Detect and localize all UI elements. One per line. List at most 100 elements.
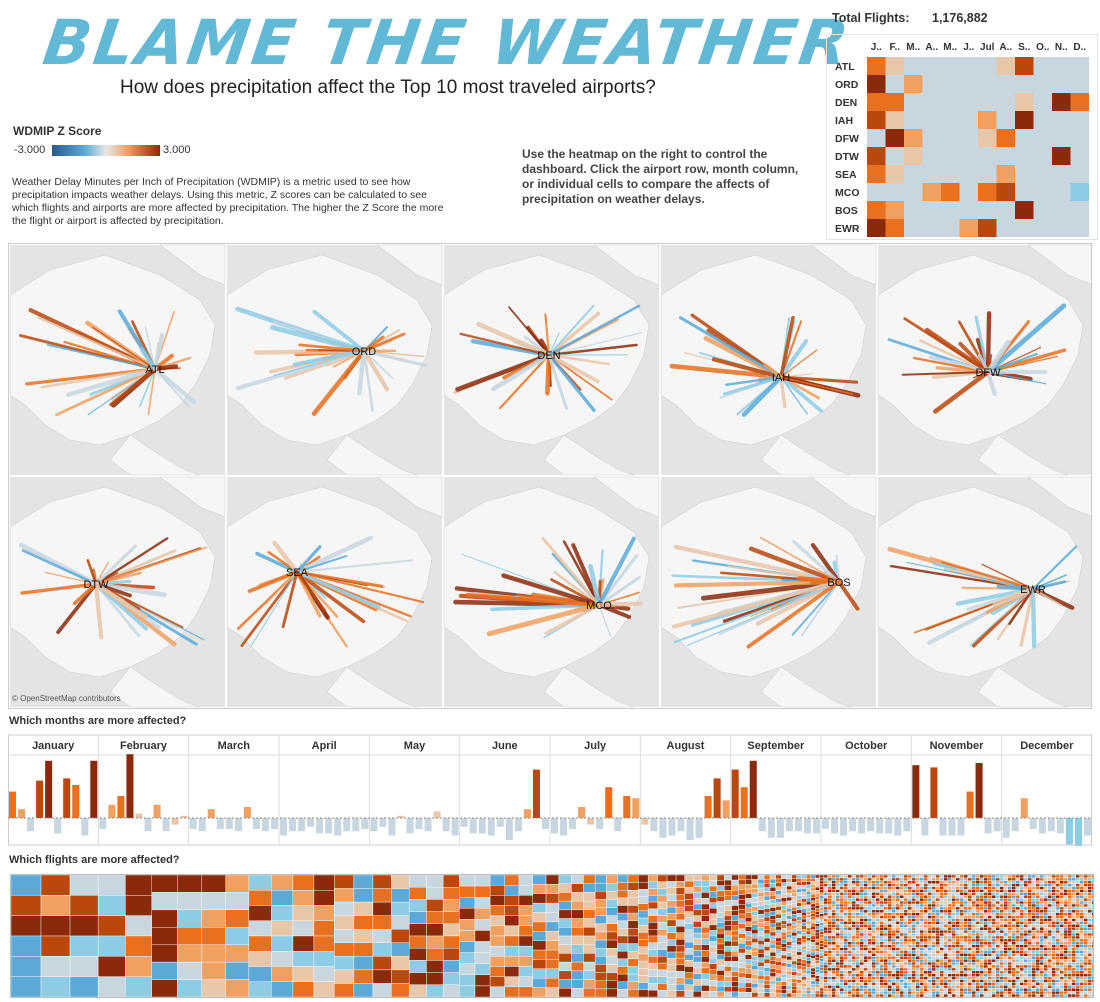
flight-cell[interactable] bbox=[828, 921, 832, 924]
flight-cell[interactable] bbox=[940, 892, 944, 895]
flight-cell[interactable] bbox=[932, 913, 936, 916]
flight-cell[interactable] bbox=[1012, 904, 1016, 907]
month-bar[interactable] bbox=[72, 785, 79, 818]
flight-cell[interactable] bbox=[770, 916, 776, 920]
flight-cell[interactable] bbox=[972, 924, 976, 927]
flight-cell[interactable] bbox=[832, 988, 836, 991]
flight-cell[interactable] bbox=[916, 919, 920, 922]
flight-cell[interactable] bbox=[828, 974, 832, 977]
flight-cell[interactable] bbox=[968, 904, 972, 907]
flight-cell[interactable] bbox=[864, 953, 868, 956]
flight-cell[interactable] bbox=[960, 901, 964, 904]
flight-cell[interactable] bbox=[996, 939, 1000, 942]
flight-cell[interactable] bbox=[709, 914, 717, 920]
flight-cell[interactable] bbox=[559, 927, 571, 936]
flight-cell[interactable] bbox=[1024, 875, 1028, 878]
flight-cell[interactable] bbox=[844, 901, 848, 904]
flight-cell[interactable] bbox=[952, 962, 956, 965]
flight-cell[interactable] bbox=[920, 982, 924, 985]
flight-cell[interactable] bbox=[952, 881, 956, 884]
flight-cell[interactable] bbox=[952, 942, 956, 945]
flight-cell[interactable] bbox=[904, 881, 908, 884]
flight-cell[interactable] bbox=[1080, 945, 1084, 948]
flight-cell[interactable] bbox=[856, 919, 860, 922]
flight-cell[interactable] bbox=[948, 919, 952, 922]
flight-cell[interactable] bbox=[912, 904, 916, 907]
heatmap-cell[interactable] bbox=[941, 93, 960, 111]
flight-cell[interactable] bbox=[1000, 913, 1004, 916]
flight-cell[interactable] bbox=[806, 931, 811, 934]
flight-cell[interactable] bbox=[888, 988, 892, 991]
flight-cell[interactable] bbox=[912, 895, 916, 898]
flight-cell[interactable] bbox=[1016, 921, 1020, 924]
month-bar[interactable] bbox=[497, 818, 504, 827]
flight-cell[interactable] bbox=[880, 988, 884, 991]
flight-cell[interactable] bbox=[1032, 968, 1036, 971]
flight-cell[interactable] bbox=[1056, 898, 1060, 901]
flight-cell[interactable] bbox=[940, 951, 944, 954]
flight-cell[interactable] bbox=[1056, 904, 1060, 907]
flight-cell[interactable] bbox=[1036, 936, 1040, 939]
flight-cell[interactable] bbox=[519, 885, 533, 895]
flight-cell[interactable] bbox=[1032, 953, 1036, 956]
flight-cell[interactable] bbox=[828, 884, 832, 887]
flight-cell[interactable] bbox=[892, 977, 896, 980]
flight-cell[interactable] bbox=[701, 951, 709, 957]
flight-cell[interactable] bbox=[1024, 956, 1028, 959]
flight-cell[interactable] bbox=[984, 968, 988, 971]
flight-cell[interactable] bbox=[1060, 965, 1064, 968]
flight-cell[interactable] bbox=[802, 963, 807, 966]
flight-cell[interactable] bbox=[797, 882, 802, 885]
flight-cell[interactable] bbox=[832, 939, 836, 942]
flight-cell[interactable] bbox=[992, 892, 996, 895]
flight-cell[interactable] bbox=[1000, 942, 1004, 945]
flight-cell[interactable] bbox=[1048, 956, 1052, 959]
flight-cell[interactable] bbox=[936, 977, 940, 980]
flight-cell[interactable] bbox=[693, 910, 701, 916]
flight-cell[interactable] bbox=[852, 968, 856, 971]
flight-cell[interactable] bbox=[828, 892, 832, 895]
flight-cell[interactable] bbox=[1056, 985, 1060, 988]
flight-cell[interactable] bbox=[571, 919, 583, 928]
flight-cell[interactable] bbox=[988, 991, 992, 994]
flight-cell[interactable] bbox=[876, 965, 880, 968]
flight-cell[interactable] bbox=[848, 965, 852, 968]
flight-cell[interactable] bbox=[459, 964, 475, 975]
heatmap-cell[interactable] bbox=[1052, 147, 1071, 165]
flight-cell[interactable] bbox=[880, 881, 884, 884]
flight-cell[interactable] bbox=[864, 890, 868, 893]
flight-cell[interactable] bbox=[932, 977, 936, 980]
flight-cell[interactable] bbox=[1064, 977, 1068, 980]
flight-cell[interactable] bbox=[1056, 965, 1060, 968]
month-bar[interactable] bbox=[163, 818, 170, 831]
flight-cell[interactable] bbox=[912, 962, 916, 965]
flight-cell[interactable] bbox=[848, 939, 852, 942]
flight-cell[interactable] bbox=[912, 959, 916, 962]
flight-cell[interactable] bbox=[936, 927, 940, 930]
flight-cell[interactable] bbox=[868, 936, 872, 939]
flight-cell[interactable] bbox=[828, 913, 832, 916]
flight-cell[interactable] bbox=[1080, 933, 1084, 936]
flight-cell[interactable] bbox=[732, 880, 739, 885]
flight-cell[interactable] bbox=[888, 951, 892, 954]
flight-cell[interactable] bbox=[815, 921, 819, 924]
flight-cell[interactable] bbox=[781, 886, 786, 890]
flight-cell[interactable] bbox=[658, 929, 667, 936]
flight-cell[interactable] bbox=[864, 878, 868, 881]
month-bar[interactable] bbox=[27, 818, 34, 831]
flight-cell[interactable] bbox=[960, 892, 964, 895]
flight-cell[interactable] bbox=[732, 982, 739, 987]
flight-cell[interactable] bbox=[815, 930, 819, 933]
flight-cell[interactable] bbox=[952, 980, 956, 983]
flight-cell[interactable] bbox=[876, 913, 880, 916]
flight-cell[interactable] bbox=[583, 962, 595, 971]
flight-cell[interactable] bbox=[820, 890, 824, 893]
flight-cell[interactable] bbox=[988, 884, 992, 887]
flight-cell[interactable] bbox=[764, 921, 770, 925]
flight-cell[interactable] bbox=[976, 933, 980, 936]
heatmap-cell[interactable] bbox=[886, 75, 905, 93]
flight-cell[interactable] bbox=[770, 883, 776, 887]
flight-cell[interactable] bbox=[1008, 971, 1012, 974]
flight-cell[interactable] bbox=[1028, 924, 1032, 927]
flight-cell[interactable] bbox=[426, 960, 443, 972]
